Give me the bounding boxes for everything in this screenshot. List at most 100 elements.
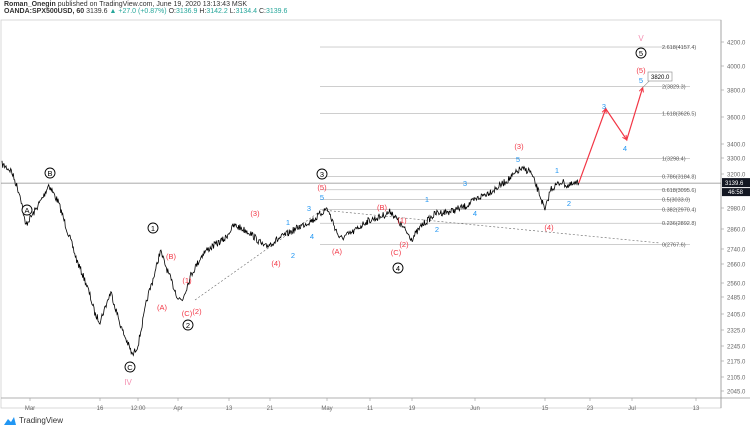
arrow-head-icon bbox=[622, 134, 628, 141]
wave-label-blue: 3 bbox=[307, 204, 311, 213]
wave-label-red: (5) bbox=[317, 183, 327, 192]
wave-label-red: (A) bbox=[157, 303, 168, 312]
x-tick-label: Jun bbox=[470, 406, 480, 412]
wave-label-blue: 4 bbox=[310, 232, 314, 241]
high-label: H: bbox=[199, 8, 207, 15]
fib-level-label: 0.382(2970.4) bbox=[662, 208, 696, 214]
wave-label-blue: 5 bbox=[516, 155, 520, 164]
wave-label-blue: 3 bbox=[463, 179, 467, 188]
fib-level-label: 0(2767.6) bbox=[662, 242, 686, 248]
y-tick-label: 3200.0 bbox=[727, 173, 746, 179]
wave-circle-icon bbox=[21, 204, 33, 216]
y-tick-label: 2405.0 bbox=[727, 313, 746, 319]
wave-label-blue: 3 bbox=[602, 102, 606, 111]
symbol-legend: OANDA:SPX500USD, 60 3139.6 ▲ +27.0 (+0.8… bbox=[4, 8, 287, 15]
x-tick-label: 13 bbox=[226, 406, 233, 412]
close-label: C: bbox=[258, 8, 266, 15]
brand-name[interactable]: TradingView bbox=[19, 416, 64, 425]
wave-label-red: (C) bbox=[391, 248, 402, 257]
fib-level-label: 1(3298.4) bbox=[662, 156, 686, 162]
publish-info: Roman_Onegin published on TradingView.co… bbox=[4, 1, 247, 8]
open-label: O: bbox=[168, 8, 176, 15]
wave-label-red: (3) bbox=[514, 142, 524, 151]
wave-label-primary: 2 bbox=[186, 321, 190, 330]
wave-label-blue: 4 bbox=[473, 209, 477, 218]
x-tick-label: Mar bbox=[25, 406, 35, 412]
fib-level-label: 1.618(3626.5) bbox=[662, 111, 696, 117]
projection-callout-label: 3820.0 bbox=[651, 75, 670, 81]
wave-label-primary: 1 bbox=[151, 224, 155, 233]
x-tick-label: Jul bbox=[628, 406, 636, 412]
trendline-dashed bbox=[321, 209, 661, 244]
wave-label-blue: 4 bbox=[623, 144, 627, 153]
fib-level-label: 2.618(4157.4) bbox=[662, 45, 696, 51]
projection-path bbox=[578, 87, 644, 184]
x-tick-label: 19 bbox=[409, 406, 416, 412]
countdown-badge bbox=[722, 188, 750, 197]
last-price-badge bbox=[722, 178, 750, 188]
wave-label-red: (B) bbox=[377, 203, 388, 212]
wave-label-blue: 5 bbox=[639, 76, 643, 85]
y-tick-label: 2740.0 bbox=[727, 248, 746, 254]
up-arrow-icon: ▲ bbox=[109, 8, 117, 15]
last-price: 3139.6 bbox=[86, 8, 108, 15]
countdown-label: 46:58 bbox=[728, 190, 744, 196]
wave-label-red: (B) bbox=[166, 252, 177, 261]
fib-level-label: 0.786(3184.8) bbox=[662, 174, 696, 180]
wave-label-blue: 2 bbox=[567, 199, 571, 208]
wave-label-blue: 5 bbox=[320, 193, 324, 202]
x-tick-label: 23 bbox=[587, 406, 594, 412]
low-label: L: bbox=[229, 8, 236, 15]
wave-label-red: (4) bbox=[544, 223, 554, 232]
wave-label-primary: 4 bbox=[396, 264, 400, 273]
close-value: 3139.6 bbox=[265, 8, 288, 15]
last-price-label: 3139.6 bbox=[725, 181, 744, 187]
y-tick-label: 3400.0 bbox=[727, 143, 746, 149]
y-tick-label: 4200.0 bbox=[727, 41, 746, 47]
y-tick-label: 2325.0 bbox=[727, 329, 746, 335]
x-tick-label: 21 bbox=[267, 406, 274, 412]
x-tick-label: Apr bbox=[173, 406, 182, 412]
wave-label-primary: A bbox=[24, 206, 29, 215]
wave-label-blue: 1 bbox=[286, 218, 290, 227]
wave-label-primary: 3 bbox=[320, 170, 324, 179]
y-tick-label: 2485.0 bbox=[727, 296, 746, 302]
tradingview-logo-icon bbox=[4, 416, 16, 425]
x-tick-label: 13 bbox=[693, 406, 700, 412]
low-value: 3134.4 bbox=[235, 8, 257, 15]
author-name[interactable]: Roman_Onegin bbox=[4, 1, 56, 8]
wave-label-red: (C) bbox=[182, 309, 193, 318]
wave-label-pink: V bbox=[638, 34, 644, 43]
wave-circle-icon bbox=[392, 262, 404, 274]
y-tick-label: 3800.0 bbox=[727, 89, 746, 95]
y-tick-label: 3600.0 bbox=[727, 116, 746, 122]
chart-border bbox=[0, 19, 722, 409]
wave-circle-icon bbox=[635, 47, 647, 59]
published-text: published on TradingView.com, June 19, 2… bbox=[57, 1, 248, 8]
symbol: OANDA:SPX500USD, 60 bbox=[4, 8, 85, 15]
wave-circle-icon bbox=[182, 319, 194, 331]
fib-level-label: 2(3829.3) bbox=[662, 84, 686, 90]
wave-label-primary: B bbox=[47, 169, 52, 178]
y-tick-label: 2045.0 bbox=[727, 390, 746, 396]
y-tick-label: 3300.0 bbox=[727, 157, 746, 163]
wave-label-blue: 1 bbox=[555, 166, 559, 175]
wave-label-red: (3) bbox=[250, 209, 260, 218]
wave-label-red: (2) bbox=[399, 240, 409, 249]
y-tick-label: 2560.0 bbox=[727, 282, 746, 288]
x-tick-label: 11 bbox=[367, 406, 374, 412]
wave-label-red: (A) bbox=[332, 247, 343, 256]
y-tick-label: 4000.0 bbox=[727, 65, 746, 71]
wave-label-red: (2) bbox=[192, 307, 202, 316]
wave-label-blue: 1 bbox=[425, 195, 429, 204]
wave-label-primary: 5 bbox=[639, 49, 643, 58]
y-tick-label: 2660.0 bbox=[727, 263, 746, 269]
y-tick-label: 2245.0 bbox=[727, 345, 746, 351]
wave-circle-icon bbox=[316, 168, 328, 180]
x-tick-label: 16 bbox=[97, 406, 104, 412]
change: +27.0 (+0.87%) bbox=[118, 8, 167, 15]
price-chart[interactable]: 2.618(4157.4) 2(3829.3) 1.618(3626.5) 1(329… bbox=[0, 17, 750, 415]
wave-label-red: (1) bbox=[182, 276, 192, 285]
fib-level-label: 0.236(2892.8) bbox=[662, 221, 696, 227]
projection-callout bbox=[647, 71, 673, 82]
